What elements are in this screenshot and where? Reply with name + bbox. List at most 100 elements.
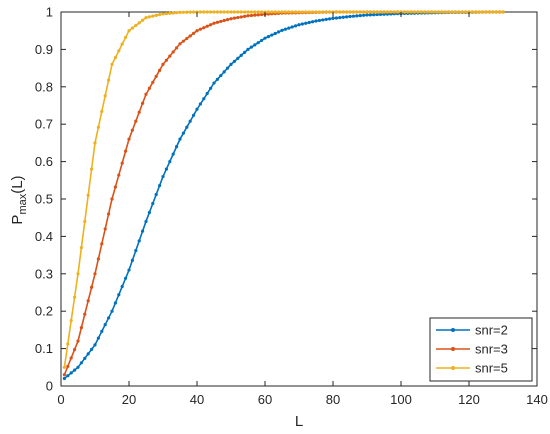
series-marker	[171, 152, 175, 156]
series-marker	[348, 14, 352, 19]
series-marker	[171, 11, 175, 15]
series-marker	[141, 101, 145, 105]
series-marker	[368, 13, 372, 17]
series-marker	[69, 318, 73, 323]
series-marker	[130, 26, 134, 30]
legend-entry: snr=2	[475, 323, 508, 338]
series-marker	[290, 10, 294, 14]
series-marker	[389, 10, 393, 14]
series-marker	[100, 109, 104, 114]
series-marker	[66, 374, 70, 378]
series-marker	[379, 12, 383, 16]
series-marker	[188, 34, 192, 38]
series-marker	[460, 10, 464, 14]
series-marker	[338, 10, 342, 14]
y-tick-label: 0.2	[35, 304, 53, 319]
series-marker	[239, 15, 243, 19]
series-marker	[334, 16, 338, 20]
series-marker	[498, 10, 502, 14]
series-marker	[198, 10, 202, 14]
series-marker	[215, 10, 219, 14]
x-tick-label: 60	[258, 392, 272, 407]
series-marker	[154, 74, 158, 78]
series-marker	[198, 27, 202, 31]
series-marker	[215, 20, 219, 24]
series-line	[63, 11, 503, 368]
series-marker	[117, 49, 121, 53]
series-marker	[338, 16, 342, 20]
series-marker	[90, 285, 94, 289]
series-marker	[219, 10, 223, 14]
series-marker	[76, 339, 80, 343]
series-marker	[246, 10, 250, 14]
series-marker	[450, 10, 454, 14]
series-marker	[253, 13, 257, 17]
series-marker	[324, 17, 328, 22]
series-marker	[246, 47, 250, 52]
series-marker	[484, 10, 488, 14]
series-marker	[62, 376, 66, 381]
series-marker	[117, 173, 121, 177]
x-tick-label: 0	[57, 392, 64, 407]
series-marker	[443, 10, 447, 14]
series-marker	[341, 15, 345, 19]
series-marker	[141, 229, 145, 233]
series-marker	[260, 38, 264, 43]
y-tick-label: 0.6	[35, 154, 53, 169]
series-layer	[62, 10, 505, 381]
series-marker	[341, 10, 345, 14]
series-marker	[270, 10, 274, 14]
y-tick-label: 0.9	[35, 42, 53, 57]
series-marker	[124, 276, 128, 280]
series-marker	[181, 10, 185, 14]
series-marker	[188, 10, 192, 14]
series-marker	[494, 10, 498, 14]
series-marker	[151, 80, 155, 84]
series-marker	[100, 242, 104, 246]
series-marker	[212, 10, 216, 14]
series-marker	[365, 10, 369, 14]
series-marker	[90, 347, 94, 351]
series-marker	[433, 10, 437, 14]
series-marker	[205, 24, 209, 28]
series-marker	[168, 11, 172, 15]
series-marker	[93, 141, 97, 145]
series-marker	[453, 10, 457, 14]
series-marker	[120, 161, 124, 165]
series-marker	[137, 21, 141, 25]
series-marker	[280, 28, 284, 32]
series-marker	[83, 356, 87, 360]
series-marker	[396, 10, 400, 14]
series-marker	[290, 25, 294, 29]
series-marker	[464, 10, 468, 14]
y-tick-label: 0.7	[35, 117, 53, 132]
series-marker	[158, 68, 162, 72]
series-marker	[76, 272, 80, 276]
series-marker	[192, 10, 196, 14]
series-marker	[151, 201, 155, 206]
series-marker	[430, 10, 434, 14]
series-marker	[100, 329, 104, 333]
series-marker	[202, 97, 206, 101]
series-marker	[147, 15, 151, 19]
series-marker	[69, 371, 73, 375]
series-marker	[385, 10, 389, 14]
series-marker	[256, 13, 260, 17]
series-marker	[66, 364, 70, 368]
series-marker	[501, 10, 505, 14]
series-marker	[147, 86, 151, 90]
series-marker	[372, 13, 376, 17]
series-marker	[205, 91, 209, 96]
series-marker	[168, 160, 172, 164]
series-marker	[321, 10, 325, 14]
series-marker	[382, 12, 386, 16]
y-axis-label: Pmax(L)	[9, 175, 29, 224]
series-marker	[175, 145, 179, 149]
series-marker	[212, 21, 216, 25]
series-marker	[440, 10, 444, 14]
series-marker	[243, 14, 247, 18]
x-tick-label: 80	[326, 392, 340, 407]
series-marker	[219, 19, 223, 24]
series-marker	[348, 10, 352, 14]
series-marker	[232, 10, 236, 14]
